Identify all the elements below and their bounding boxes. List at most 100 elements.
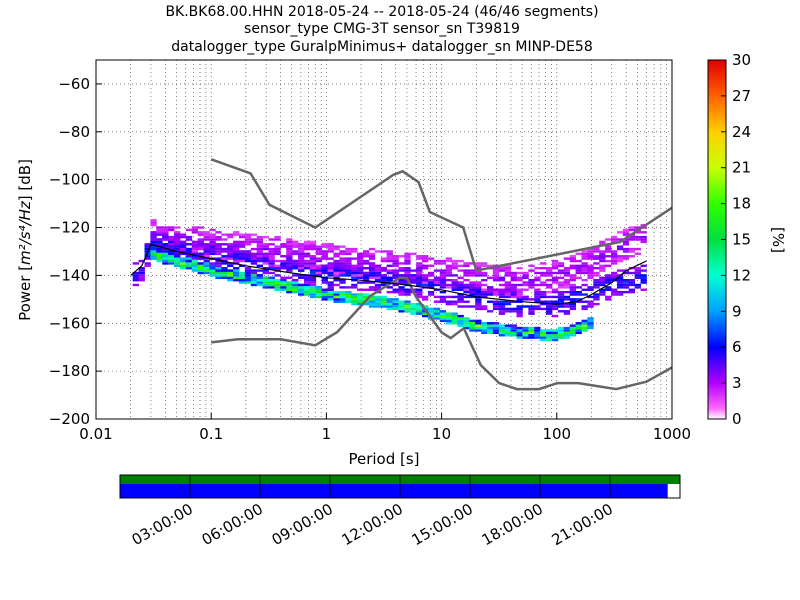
density-cell: [368, 286, 376, 289]
density-cell: [238, 235, 246, 239]
density-cell: [309, 293, 317, 296]
density-cell: [427, 274, 435, 277]
density-cell: [628, 235, 636, 239]
density-cell: [380, 302, 388, 306]
density-cell: [274, 235, 281, 239]
density-cell: [298, 247, 305, 251]
density-cell: [244, 281, 252, 284]
density-cell: [522, 329, 529, 332]
density-cell: [463, 269, 470, 272]
density-cell: [546, 312, 553, 315]
density-cell: [540, 262, 547, 265]
density-cell: [357, 302, 364, 306]
density-cell: [605, 255, 612, 258]
density-cell: [628, 283, 636, 287]
density-cell: [292, 286, 299, 289]
density-cell: [463, 271, 470, 275]
density-cell: [303, 252, 311, 256]
density-cell: [345, 257, 352, 260]
density-cell: [416, 255, 423, 258]
density-cell: [244, 240, 252, 244]
density-cell: [209, 228, 216, 232]
chart-title: BK.BK68.00.HHN 2018-05-24 -- 2018-05-24 …: [165, 4, 598, 55]
density-cell: [422, 305, 429, 308]
density-cell: [504, 288, 512, 291]
density-cell: [575, 267, 582, 270]
density-cell: [575, 331, 582, 335]
density-cell: [274, 238, 281, 241]
density-cell: [238, 259, 246, 263]
density-cell: [233, 271, 240, 275]
density-cell: [516, 336, 523, 339]
density-cell: [492, 267, 500, 270]
density-cell: [150, 221, 157, 224]
density-cell: [309, 295, 317, 299]
density-cell: [150, 233, 157, 236]
density-cell: [404, 269, 411, 272]
density-cell: [150, 238, 157, 241]
density-cell: [422, 276, 429, 279]
density-cell: [327, 293, 334, 296]
density-cell: [191, 257, 199, 260]
density-cell: [616, 257, 624, 260]
density-cell: [150, 240, 157, 244]
density-cell: [150, 257, 157, 260]
density-cell: [563, 267, 571, 270]
density-cell: [327, 267, 334, 270]
density-cell: [327, 269, 334, 272]
density-cell: [168, 255, 175, 258]
density-cell: [551, 331, 559, 335]
density-cell: [587, 322, 594, 325]
density-cell: [268, 255, 275, 258]
density-cell: [534, 288, 541, 291]
density-cell: [392, 290, 399, 294]
density-cell: [487, 322, 494, 325]
density-cell: [203, 231, 210, 234]
density-cell: [416, 257, 423, 260]
density-cell: [575, 293, 582, 296]
density-cell: [622, 257, 630, 260]
density-cell: [557, 262, 565, 265]
density-cell: [569, 264, 576, 268]
density-cell: [357, 267, 364, 270]
density-cell: [333, 247, 340, 251]
density-cell: [422, 259, 429, 263]
density-cell: [174, 264, 181, 268]
density-cell: [150, 235, 157, 239]
density-cell: [362, 293, 370, 296]
density-cell: [410, 278, 417, 282]
density-cell: [569, 307, 576, 311]
density-cell: [534, 278, 541, 282]
density-cell: [238, 278, 246, 282]
density-cell: [427, 278, 435, 282]
density-cell: [280, 288, 287, 291]
density-cell: [516, 312, 523, 315]
density-cell: [185, 250, 193, 253]
colorbar-tick-label: 6: [732, 338, 742, 356]
density-cell: [292, 274, 299, 277]
density-cell: [599, 290, 606, 294]
density-cell: [286, 243, 293, 246]
density-cell: [587, 305, 594, 308]
density-cell: [569, 288, 576, 291]
density-cell: [510, 329, 517, 332]
density-cell: [268, 264, 275, 268]
density-cell: [185, 262, 193, 265]
density-cell: [345, 274, 352, 277]
density-cell: [504, 302, 512, 306]
density-cell: [516, 288, 523, 291]
density-cell: [156, 255, 163, 258]
density-cell: [150, 252, 157, 256]
density-cell: [386, 264, 393, 268]
density-cell: [504, 271, 512, 275]
density-cell: [510, 288, 517, 291]
density-cell: [516, 310, 523, 313]
density-cell: [540, 267, 547, 270]
density-cell: [487, 331, 494, 335]
density-cell: [333, 274, 340, 277]
density-cell: [132, 271, 139, 275]
density-cell: [557, 336, 565, 339]
density-cell: [315, 250, 323, 253]
density-cell: [469, 293, 476, 296]
density-cell: [215, 243, 222, 246]
